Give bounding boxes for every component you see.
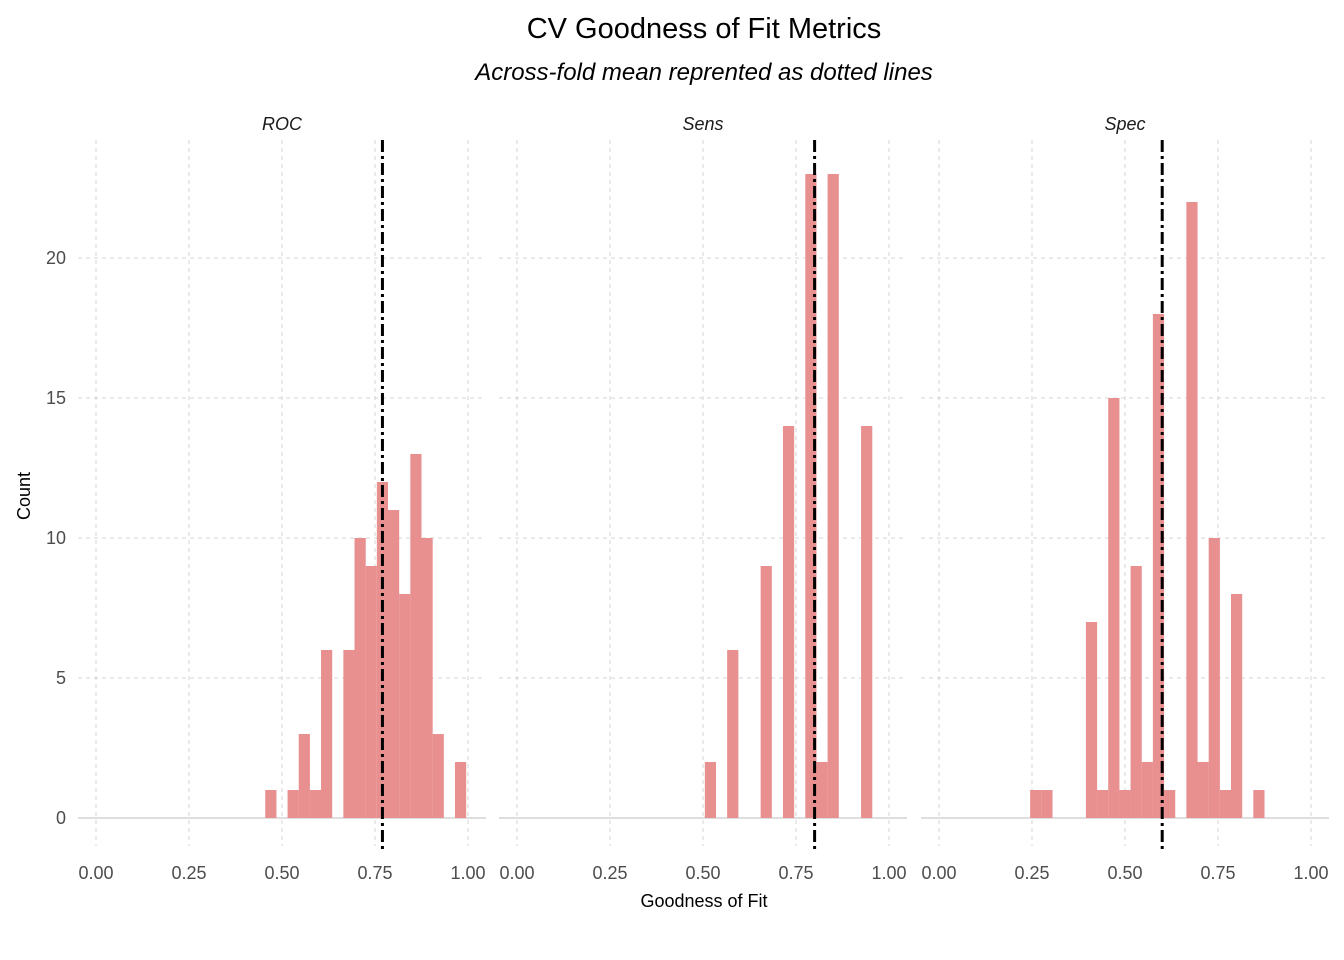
histogram-bar <box>454 762 467 818</box>
x-tick-label: 0.00 <box>921 863 956 883</box>
histogram-bar <box>388 510 400 818</box>
histogram-bar <box>1119 790 1131 818</box>
y-tick-label: 10 <box>46 528 66 548</box>
histogram-bar <box>1141 762 1153 818</box>
y-axis-title: Count <box>14 472 34 520</box>
histogram-bar <box>704 762 717 818</box>
facet-panel-spec: Spec 0.00 0.25 0.50 0.75 1.00 <box>921 114 1329 883</box>
histogram-bar <box>287 790 299 818</box>
histogram-bar <box>805 174 817 818</box>
histogram-bar <box>1097 790 1109 818</box>
histogram-bar <box>343 650 355 818</box>
histogram-bar <box>1130 566 1142 818</box>
histogram-bar <box>1197 762 1209 818</box>
histogram-bar <box>1152 314 1165 818</box>
histogram-bar <box>861 426 873 818</box>
histogram-bar <box>1231 594 1243 818</box>
x-tick-label: 0.25 <box>171 863 206 883</box>
x-tick-label: 0.50 <box>264 863 299 883</box>
x-tick-label: 1.00 <box>1293 863 1328 883</box>
y-axis: 0 5 10 15 20 <box>46 248 66 828</box>
y-tick-label: 0 <box>56 808 66 828</box>
facet-strip-label: Sens <box>682 114 723 134</box>
y-tick-label: 20 <box>46 248 66 268</box>
histogram-bar <box>1164 790 1176 818</box>
chart-title: CV Goodness of Fit Metrics <box>527 13 882 45</box>
histogram-bar <box>309 790 322 818</box>
chart-subtitle: Across-fold mean reprented as dotted lin… <box>473 59 933 86</box>
x-tick-label: 0.75 <box>357 863 392 883</box>
histogram-bar <box>354 538 366 818</box>
y-tick-label: 15 <box>46 388 66 408</box>
histogram-bar <box>1219 790 1232 818</box>
histogram-bar <box>399 594 411 818</box>
facet-panel-roc: ROC 0.00 0.25 0.50 0.75 1.00 <box>78 114 486 883</box>
x-tick-label: 0.50 <box>685 863 720 883</box>
histogram-bar <box>827 174 839 818</box>
histogram-bar <box>432 734 444 818</box>
facet-strip-label: Spec <box>1104 114 1145 134</box>
histogram-bar <box>1108 398 1120 818</box>
x-tick-label: 1.00 <box>871 863 906 883</box>
facet-panel-sens: Sens 0.00 0.25 0.50 0.75 1.00 <box>499 114 907 883</box>
y-tick-label: 5 <box>56 668 66 688</box>
x-tick-label: 0.00 <box>499 863 534 883</box>
x-tick-label: 0.75 <box>1200 863 1235 883</box>
facet-panels: ROC 0.00 0.25 0.50 0.75 1.00 Sens 0.00 0.25 0.50 0… <box>78 114 1329 883</box>
histogram-bar <box>410 454 422 818</box>
x-tick-label: 0.25 <box>592 863 627 883</box>
histogram-bar <box>1030 790 1042 818</box>
x-tick-label: 0.50 <box>1107 863 1142 883</box>
histogram-bar <box>727 650 739 818</box>
x-tick-label: 1.00 <box>450 863 485 883</box>
x-tick-label: 0.25 <box>1014 863 1049 883</box>
histogram-bar <box>421 538 433 818</box>
x-tick-label: 0.00 <box>78 863 113 883</box>
histogram-bar <box>321 650 333 818</box>
histogram-bar <box>816 762 828 818</box>
histogram-bar <box>1208 538 1220 818</box>
histogram-bar <box>265 790 277 818</box>
histogram-bar <box>298 734 310 818</box>
x-tick-label: 0.75 <box>778 863 813 883</box>
histogram-bar <box>760 566 772 818</box>
histogram-bar <box>1085 622 1098 818</box>
histogram-bar <box>1253 790 1265 818</box>
histogram-bar <box>365 566 377 818</box>
histogram-bar <box>782 426 795 818</box>
facet-strip-label: ROC <box>262 114 303 134</box>
x-axis-title: Goodness of Fit <box>640 891 767 911</box>
histogram-bar <box>1186 202 1198 818</box>
histogram-bar <box>1041 790 1053 818</box>
